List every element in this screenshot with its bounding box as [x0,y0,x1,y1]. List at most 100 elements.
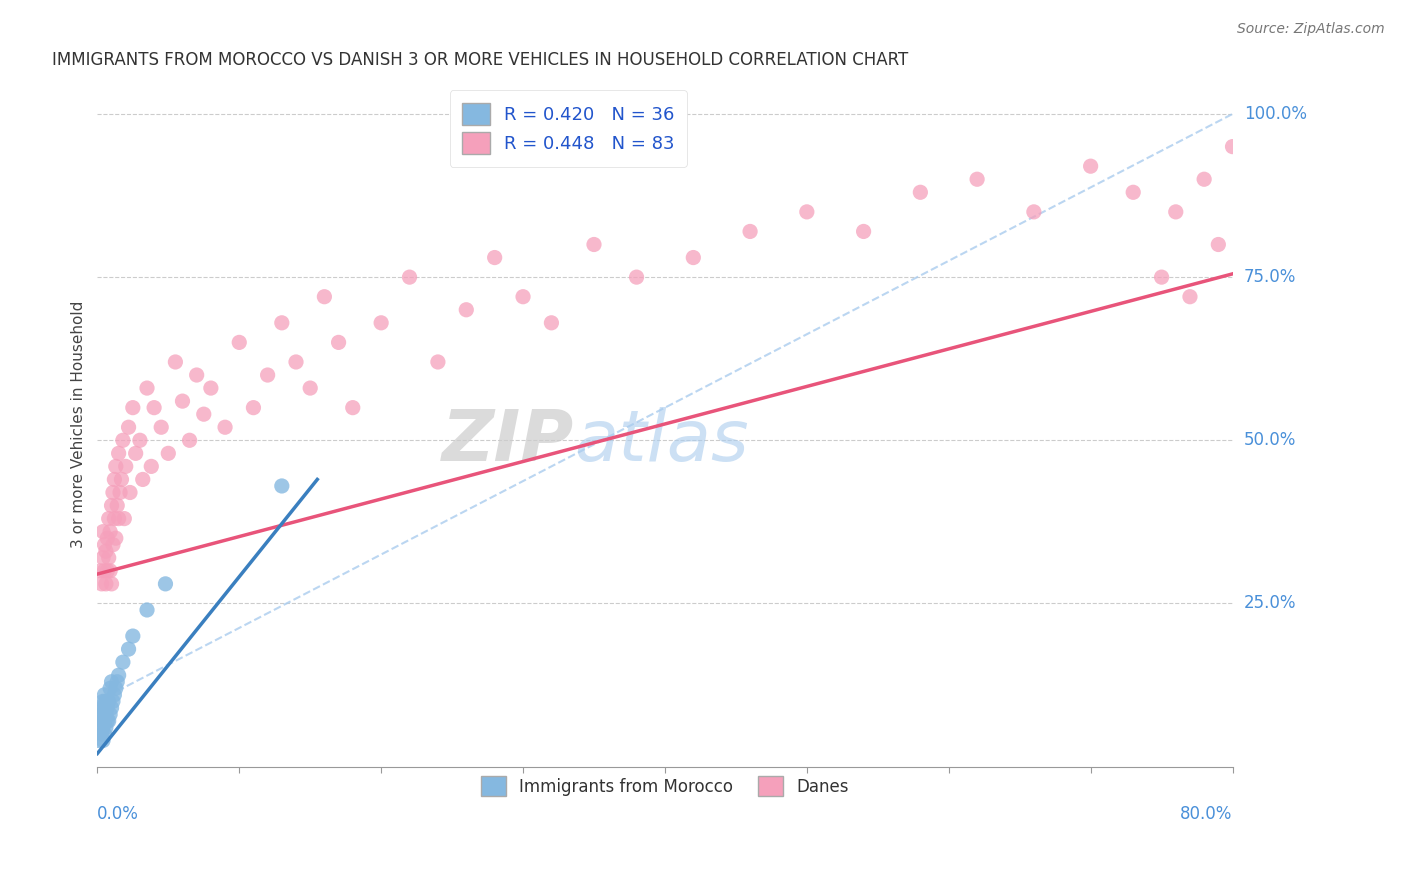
Point [540,316,562,330]
Point [186,368,208,382]
Point [94,707,117,722]
Point [100,674,122,689]
Text: 25.0%: 25.0% [1244,594,1296,613]
Point [105,499,128,513]
Text: 50.0%: 50.0% [1244,432,1296,450]
Point [94,577,117,591]
Point [117,642,139,657]
Point [96,701,118,715]
Point [91,694,114,708]
Point [129,434,152,448]
Point [228,335,250,350]
Point [101,538,124,552]
Point [172,394,194,409]
Point [105,674,128,689]
Point [91,733,114,747]
Point [314,290,336,304]
Point [214,420,236,434]
Point [150,420,173,434]
Point [582,237,605,252]
Point [98,681,121,696]
Text: Source: ZipAtlas.com: Source: ZipAtlas.com [1237,22,1385,37]
Point [328,335,350,350]
Point [89,564,111,578]
Point [1150,270,1173,285]
Text: 80.0%: 80.0% [1180,805,1233,823]
Point [97,550,120,565]
Point [107,511,129,525]
Point [456,302,478,317]
Point [1122,186,1144,200]
Point [93,564,115,578]
Point [1080,159,1102,173]
Point [103,688,125,702]
Point [101,694,124,708]
Point [103,511,125,525]
Point [141,459,163,474]
Point [90,577,112,591]
Point [93,538,115,552]
Point [112,511,135,525]
Point [1250,205,1272,219]
Point [398,270,420,285]
Point [90,714,112,728]
Point [370,316,392,330]
Point [111,434,134,448]
Point [1208,237,1230,252]
Point [852,224,875,238]
Point [136,381,159,395]
Point [121,401,143,415]
Point [200,381,222,395]
Point [93,701,115,715]
Point [155,577,177,591]
Point [114,459,136,474]
Point [426,355,449,369]
Point [1192,172,1215,186]
Point [96,531,118,545]
Point [682,251,704,265]
Point [98,707,121,722]
Point [93,714,115,728]
Text: 75.0%: 75.0% [1244,268,1296,286]
Point [342,401,364,415]
Point [124,446,146,460]
Point [738,224,761,238]
Legend: Immigrants from Morocco, Danes: Immigrants from Morocco, Danes [471,766,859,806]
Y-axis label: 3 or more Vehicles in Household: 3 or more Vehicles in Household [72,301,86,548]
Point [90,701,112,715]
Point [89,721,111,735]
Point [91,721,114,735]
Point [484,251,506,265]
Point [256,368,278,382]
Point [87,733,110,747]
Point [165,355,187,369]
Point [1164,205,1187,219]
Point [132,472,155,486]
Point [1236,186,1258,200]
Point [93,688,115,702]
Point [1022,205,1045,219]
Point [1178,290,1201,304]
Text: 100.0%: 100.0% [1244,105,1306,123]
Point [270,316,292,330]
Text: atlas: atlas [574,407,749,475]
Point [94,721,117,735]
Point [98,524,121,539]
Point [157,446,180,460]
Point [90,727,112,741]
Point [100,577,122,591]
Point [299,381,322,395]
Text: 0.0%: 0.0% [97,805,139,823]
Point [107,446,129,460]
Point [242,401,264,415]
Point [91,550,114,565]
Point [179,434,201,448]
Point [100,701,122,715]
Point [94,544,117,558]
Point [111,655,134,669]
Point [98,564,121,578]
Point [89,707,111,722]
Point [100,499,122,513]
Point [96,714,118,728]
Point [107,668,129,682]
